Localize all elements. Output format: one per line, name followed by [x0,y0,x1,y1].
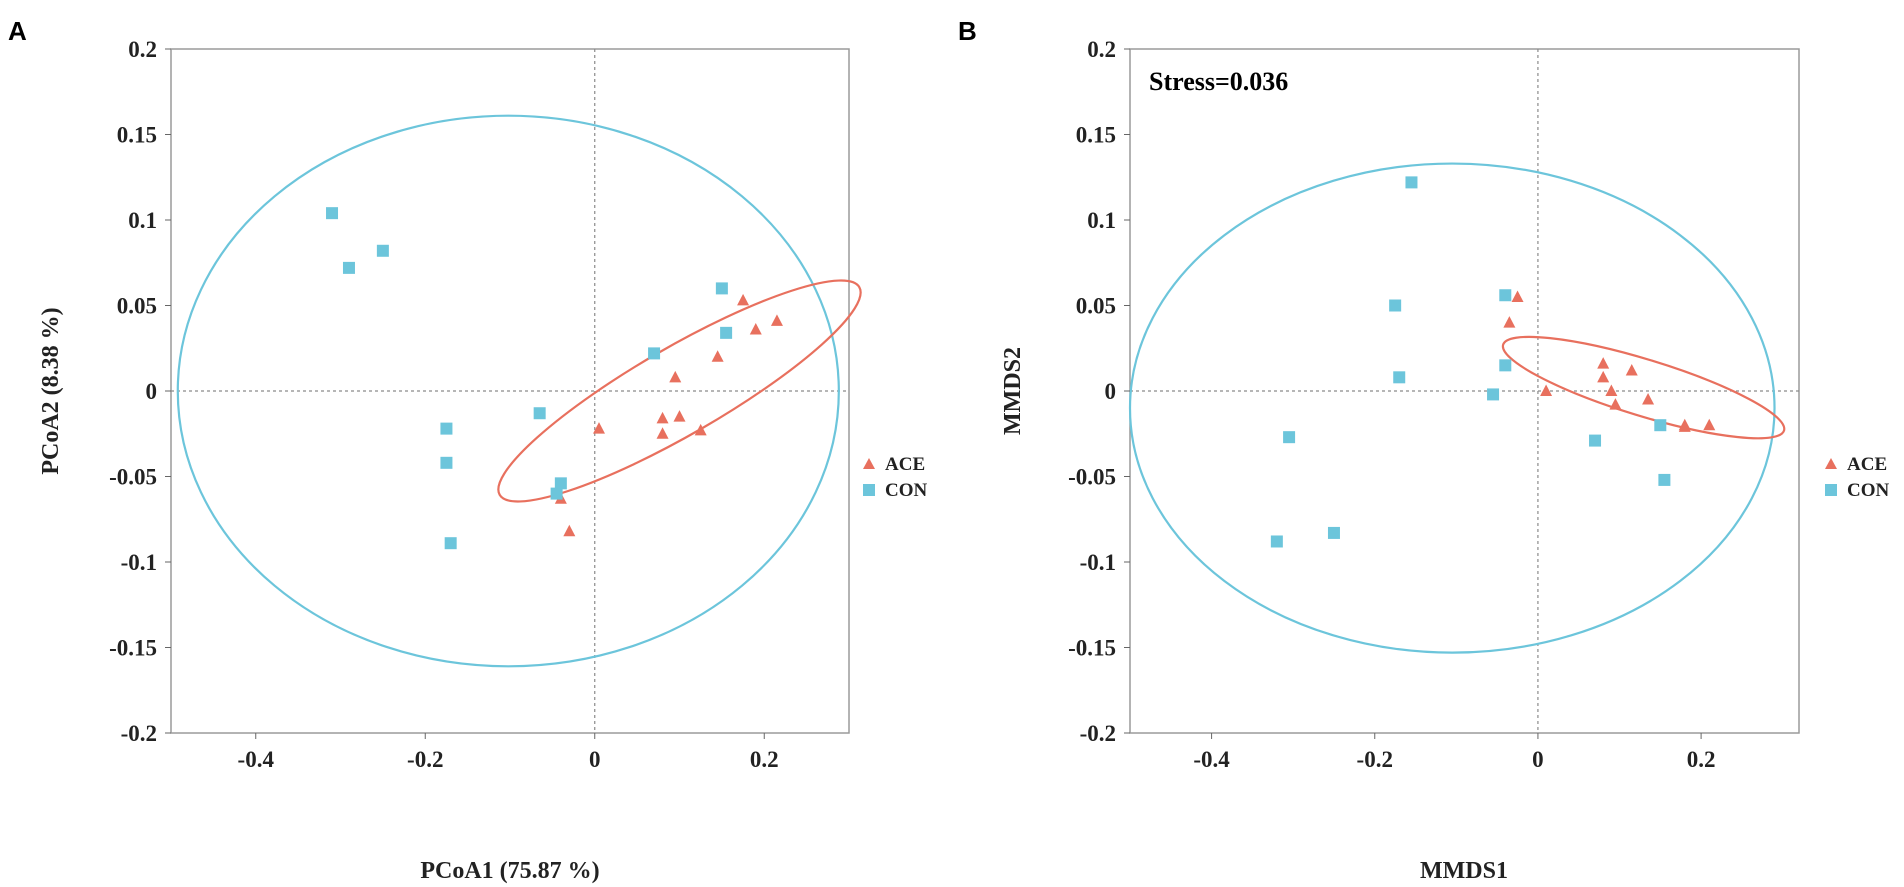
panel-b-con-point-2 [1389,299,1402,312]
panel-b-y-tick-label: -0.1 [1080,550,1116,575]
panel-a-legend-con-label: CON [885,480,928,501]
panel-a-x-axis-title: PCoA1 (75.87 %) [420,858,599,884]
panel-b-con-point-7 [1283,431,1296,444]
panel-a-legend-ace-marker [863,458,875,469]
panel-b-ace-ellipse [1501,335,1786,440]
panel-b-mmds: B -0.4 -0.2 0 0.2 0.2 0.15 0.1 0.05 0 -0.05 -0.1 -… [958,16,1890,884]
panel-a-pcoa: A -0.4 -0.2 0 0.2 0.2 0.15 0.1 0.05 0 -0.05 -0.1 -… [8,16,928,884]
panel-b-y-axis-title: MMDS2 [1000,347,1026,435]
panel-a-legend: ACE CON [863,454,928,501]
panel-b-y-tick-label: 0.15 [1076,123,1116,148]
panel-a-ace-point-2 [669,370,682,383]
panel-a-ace-point-6 [694,423,707,436]
panel-b-con-point-12 [1658,473,1671,486]
panel-a-con-point-6 [444,537,457,550]
panel-b-ace-point-5 [1597,370,1610,383]
panel-a-ace-point-8 [737,293,750,306]
panel-b-ace-point-8 [1625,363,1638,376]
panel-b-stress-annotation: Stress=0.036 [1149,67,1288,96]
panel-a-con-ellipse [176,114,840,668]
panel-a-y-tick-label: 0.2 [128,37,157,62]
panel-b-x-tick-label: 0.2 [1687,747,1716,772]
panel-a-y-tick-label: 0.15 [117,123,157,148]
panel-a-con-point-12 [720,326,733,339]
panel-a-con-point-4 [440,422,453,435]
panel-b-ace-point-7 [1609,398,1622,410]
panel-b-plot-frame [1129,48,1800,734]
panel-b-legend: ACE CON [1825,454,1890,501]
panel-b-ace-point-12 [1703,418,1716,431]
panel-b-y-tick-label: 0 [1105,379,1117,404]
panel-a-x-tick-label: 0.2 [750,747,779,772]
panel-b-ace-point-9 [1642,393,1655,405]
panel-b-ace-point-2 [1503,316,1516,328]
panel-b-y-tick-label: -0.05 [1068,465,1116,490]
panel-b-x-tick-label: 0 [1532,747,1544,772]
panel-b-legend-ace-label: ACE [1847,454,1887,475]
panel-b-x-axis-title: MMDS1 [1420,858,1508,884]
panel-a-con-point-2 [342,261,355,274]
panel-a-con-point-10 [648,347,661,360]
panel-a-y-tick-label: -0.2 [121,721,157,746]
panel-b-ace-point-4 [1597,357,1610,369]
panel-b-con-point-9 [1327,526,1340,539]
panel-a-con-point-1 [326,207,339,220]
panel-b-con-point-11 [1654,419,1667,432]
panel-a-ace-point-4 [673,410,686,422]
panel-a-con-point-11 [715,282,728,295]
panel-b-ace-point-3 [1540,384,1553,396]
panel-b-x-tick-label: -0.4 [1193,747,1230,772]
panel-a-y-axis-title: PCoA2 (8.38 %) [38,307,64,474]
panel-a-con-point-7 [533,407,546,420]
panel-a-x-tick-label: -0.4 [238,747,275,772]
panel-a-y-tick-label: -0.1 [121,550,157,575]
panel-b-con-point-4 [1499,289,1512,302]
panel-a-legend-ace-label: ACE [885,454,925,475]
panel-a-ace-point-12 [563,524,576,537]
panel-b-y-tick-label: -0.2 [1080,721,1116,746]
panel-a-ace-point-1 [592,422,605,434]
panel-a-con-point-5 [440,456,453,469]
panel-a-y-tick-label: -0.15 [109,636,157,661]
panel-a-ace-point-3 [656,411,669,424]
panel-b-ace-point-1 [1511,290,1524,302]
panel-b-legend-con-label: CON [1847,480,1890,501]
panel-a-x-tick-label: 0 [589,747,601,772]
panel-a-ace-point-10 [770,314,783,326]
panel-b-con-point-6 [1487,388,1500,401]
panel-a-ace-point-7 [711,350,724,362]
panel-a-y-tick-label: 0 [146,379,158,404]
panel-a-con-point-8 [550,487,563,500]
panel-a-ace-point-9 [749,322,762,335]
panel-a-x-tick-label: -0.2 [407,747,443,772]
panel-b-ace-point-11 [1678,420,1691,432]
panel-b-y-tick-label: 0.2 [1087,37,1116,62]
panel-a-ace-point-5 [656,427,669,439]
panel-b-ace-point-6 [1605,384,1618,396]
panel-b-con-point-10 [1589,434,1602,447]
panel-b-letter: B [958,16,977,46]
panel-a-con-point-3 [376,244,389,257]
panel-b-y-tick-label: -0.15 [1068,636,1116,661]
panel-a-legend-con-marker [863,484,875,496]
panel-a-y-tick-label: 0.05 [117,294,157,319]
panel-a-con-point-9 [554,477,567,490]
panel-b-con-point-8 [1270,535,1283,548]
panel-b-x-tick-label: -0.2 [1357,747,1393,772]
panel-a-y-tick-label: -0.05 [109,465,157,490]
panel-b-y-tick-label: 0.1 [1087,208,1116,233]
panel-b-con-ellipse [1128,162,1776,654]
panel-b-legend-ace-marker [1825,458,1837,469]
panel-b-y-tick-label: 0.05 [1076,294,1116,319]
panel-a-y-tick-label: 0.1 [128,208,157,233]
panel-b-con-point-5 [1499,359,1512,372]
panel-b-legend-con-marker [1825,484,1837,496]
panel-b-con-point-1 [1405,176,1418,189]
panel-a-letter: A [8,16,27,46]
panel-b-con-point-3 [1393,371,1406,384]
